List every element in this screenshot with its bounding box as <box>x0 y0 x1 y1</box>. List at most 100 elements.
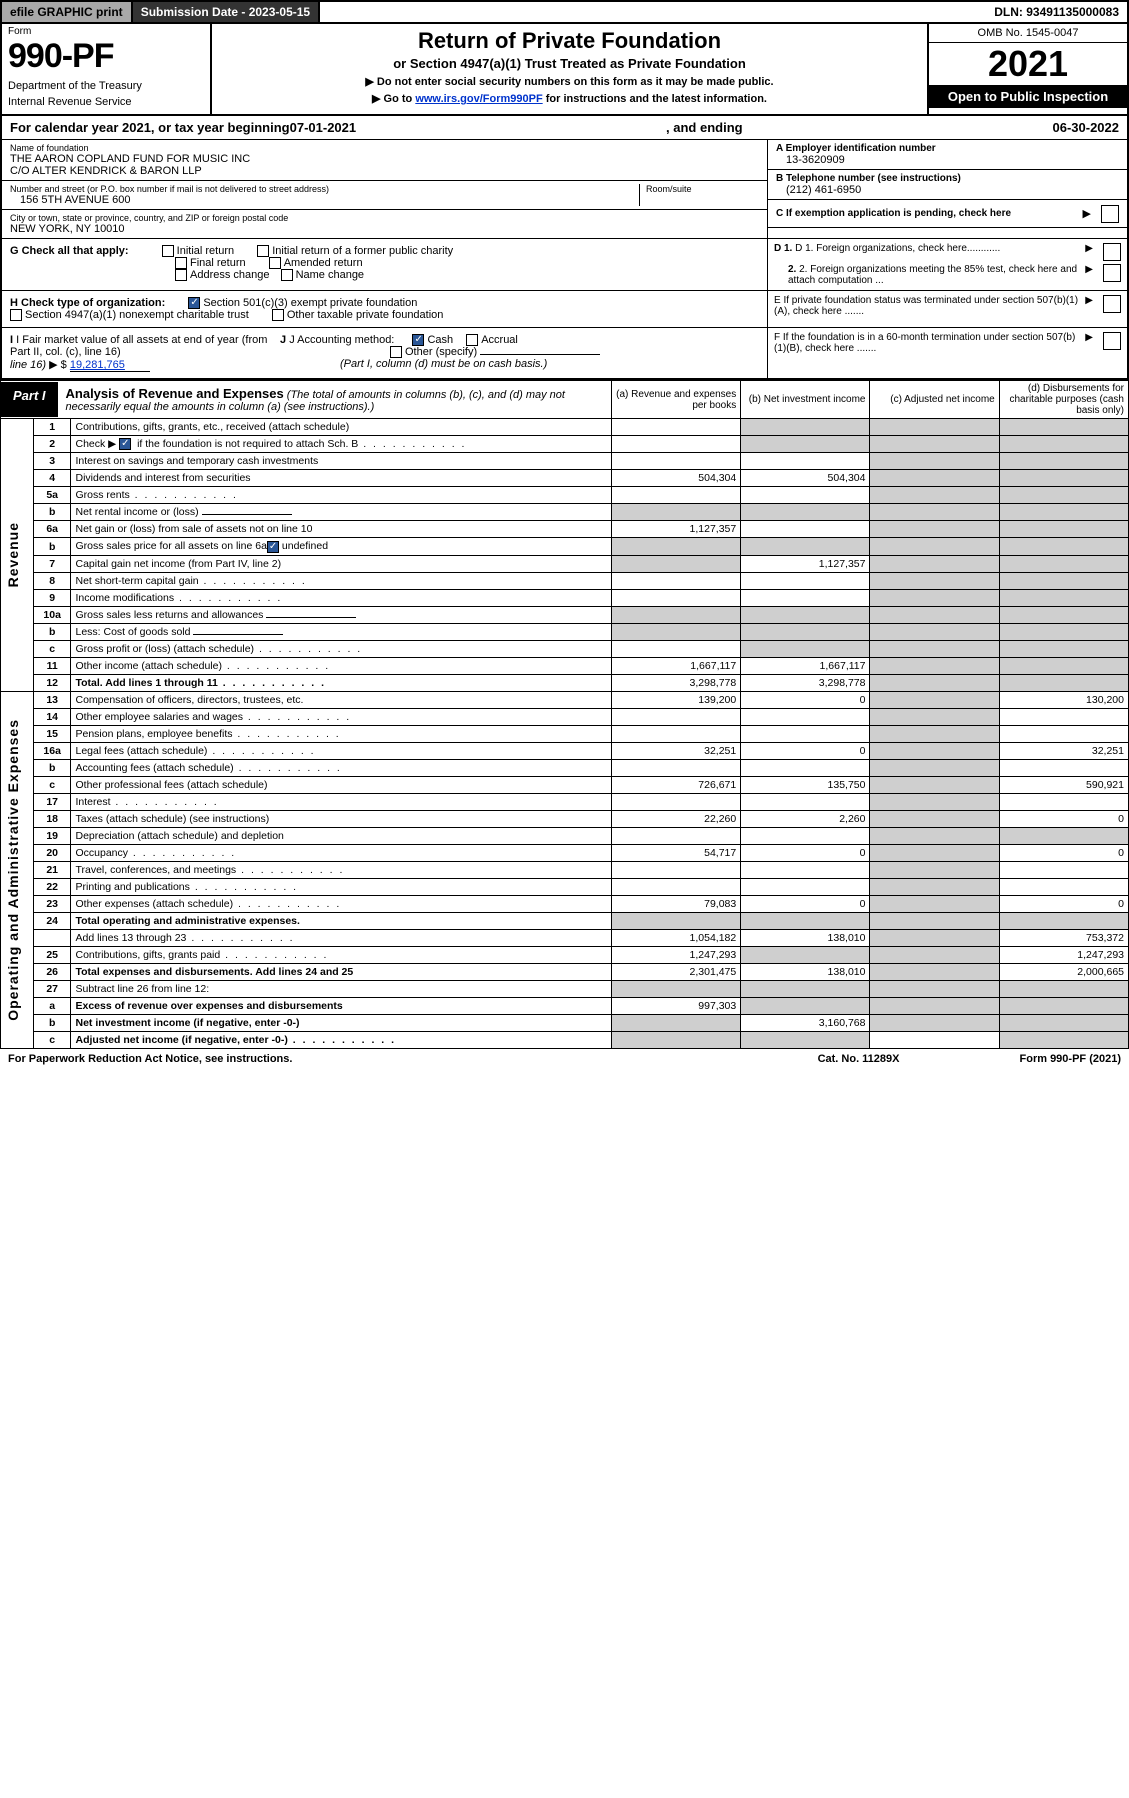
ein-value: 13-3620909 <box>776 154 1119 166</box>
cell-c <box>870 453 999 470</box>
cell-c <box>870 742 999 759</box>
cell-a <box>611 419 740 436</box>
instruction-ssn: Do not enter social security numbers on … <box>222 75 917 88</box>
g-initial-checkbox[interactable] <box>162 245 174 257</box>
row-description: Net short-term capital gain <box>71 572 612 589</box>
table-row: 17Interest <box>1 793 1129 810</box>
g-amended-checkbox[interactable] <box>269 257 281 269</box>
d2-checkbox[interactable] <box>1103 264 1121 282</box>
cell-c <box>870 470 999 487</box>
g-opt4: Address change <box>190 269 270 281</box>
form-subtitle: or Section 4947(a)(1) Trust Treated as P… <box>222 56 917 71</box>
cell-a: 32,251 <box>611 742 740 759</box>
cell-c <box>870 776 999 793</box>
row-number: b <box>33 538 71 555</box>
cell-c <box>870 606 999 623</box>
j-other-checkbox[interactable] <box>390 346 402 358</box>
cell-b <box>741 606 870 623</box>
cell-c <box>870 759 999 776</box>
cell-a: 1,247,293 <box>611 946 740 963</box>
irs-url-link[interactable]: www.irs.gov/Form990PF <box>415 93 542 105</box>
row-number: 16a <box>33 742 71 759</box>
c-checkbox[interactable] <box>1101 205 1119 223</box>
row-description: Total operating and administrative expen… <box>71 912 612 929</box>
table-row: 20Occupancy54,71700 <box>1 844 1129 861</box>
f-checkbox[interactable] <box>1103 332 1121 350</box>
check-row-he: H Check type of organization: Section 50… <box>0 291 1129 328</box>
h-501c3-checkbox[interactable] <box>188 297 200 309</box>
telephone-row: B Telephone number (see instructions) (2… <box>768 170 1127 200</box>
instr2-post: for instructions and the latest informat… <box>543 93 767 105</box>
cell-c <box>870 997 999 1014</box>
dept-treasury: Department of the Treasury <box>8 80 204 92</box>
cell-d <box>999 674 1128 691</box>
row-number: 13 <box>33 691 71 708</box>
table-row: bNet investment income (if negative, ent… <box>1 1014 1129 1031</box>
row-number: a <box>33 997 71 1014</box>
schb-checkbox[interactable] <box>119 438 131 450</box>
entity-block: Name of foundation THE AARON COPLAND FUN… <box>0 140 1129 239</box>
calendar-year-row: For calendar year 2021, or tax year begi… <box>0 116 1129 140</box>
cell-a <box>611 878 740 895</box>
cell-b <box>741 708 870 725</box>
cell-d <box>999 436 1128 453</box>
cell-c <box>870 929 999 946</box>
spacer <box>320 2 986 22</box>
h-4947-checkbox[interactable] <box>10 309 22 321</box>
cell-c <box>870 878 999 895</box>
cell-c <box>870 963 999 980</box>
cell-d <box>999 997 1128 1014</box>
row-number: b <box>33 504 71 521</box>
cell-d <box>999 470 1128 487</box>
form-number: 990-PF <box>8 37 204 76</box>
g-opt5: Name change <box>296 269 365 281</box>
cell-a <box>611 606 740 623</box>
f-block: F If the foundation is in a 60-month ter… <box>767 328 1127 378</box>
cell-b: 138,010 <box>741 963 870 980</box>
j-other: Other (specify) <box>405 346 477 358</box>
d1-checkbox[interactable] <box>1103 243 1121 261</box>
sub-input[interactable] <box>266 617 356 618</box>
name-label: Name of foundation <box>10 143 759 153</box>
sub-input[interactable] <box>193 634 283 635</box>
row-description: Check ▶ if the foundation is not require… <box>71 436 612 453</box>
row-number: 14 <box>33 708 71 725</box>
cell-c <box>870 946 999 963</box>
cell-c <box>870 640 999 657</box>
j-cash-checkbox[interactable] <box>412 334 424 346</box>
j-accrual-checkbox[interactable] <box>466 334 478 346</box>
calyear-end: 06-30-2022 <box>1053 120 1120 135</box>
row-number: 5a <box>33 487 71 504</box>
cell-d <box>999 538 1128 555</box>
row-number: 11 <box>33 657 71 674</box>
g-name-checkbox[interactable] <box>281 269 293 281</box>
j-other-input[interactable] <box>480 354 600 355</box>
col-a-header: (a) Revenue and expenses per books <box>611 381 740 419</box>
cell-a: 54,717 <box>611 844 740 861</box>
sub-input[interactable] <box>202 514 292 515</box>
cell-c <box>870 1014 999 1031</box>
omb-number: OMB No. 1545-0047 <box>929 24 1127 43</box>
row-description: Other expenses (attach schedule) <box>71 895 612 912</box>
cell-d <box>999 419 1128 436</box>
g-final-checkbox[interactable] <box>175 257 187 269</box>
row-description: Add lines 13 through 23 <box>71 929 612 946</box>
cell-b: 1,127,357 <box>741 555 870 572</box>
schb-checkbox[interactable] <box>267 541 279 553</box>
efile-print-button[interactable]: efile GRAPHIC print <box>2 2 133 22</box>
cell-a: 139,200 <box>611 691 740 708</box>
table-row: 14Other employee salaries and wages <box>1 708 1129 725</box>
e-checkbox[interactable] <box>1103 295 1121 313</box>
cell-c <box>870 538 999 555</box>
g-label: G Check all that apply: <box>10 245 129 257</box>
g-address-checkbox[interactable] <box>175 269 187 281</box>
fmv-value-link[interactable]: 19,281,765 <box>70 359 150 372</box>
row-number: 9 <box>33 589 71 606</box>
g-initial-public-checkbox[interactable] <box>257 245 269 257</box>
h-other-checkbox[interactable] <box>272 309 284 321</box>
cell-d <box>999 980 1128 997</box>
row-description: Other professional fees (attach schedule… <box>71 776 612 793</box>
cell-a <box>611 793 740 810</box>
row-description: Gross sales price for all assets on line… <box>71 538 612 555</box>
cell-c <box>870 436 999 453</box>
